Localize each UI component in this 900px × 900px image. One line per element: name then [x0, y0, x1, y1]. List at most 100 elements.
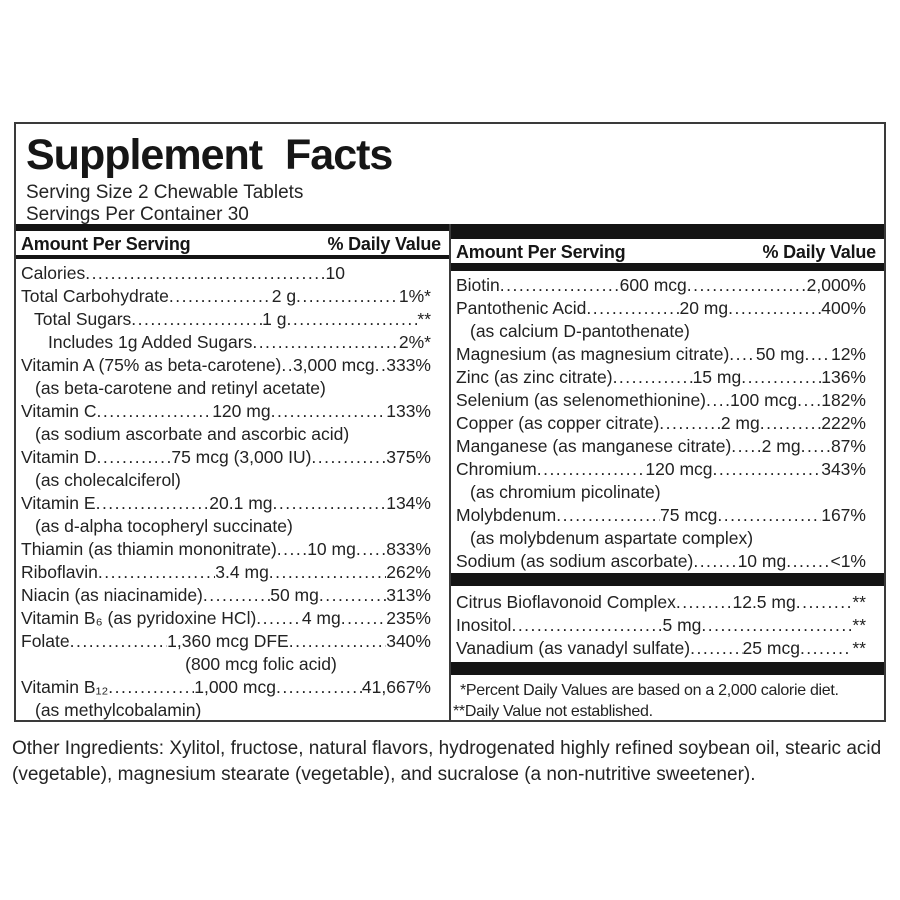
dot-leader	[276, 676, 362, 699]
separator-bar	[16, 224, 449, 232]
nutrient-amount: 2 mg	[761, 436, 801, 456]
nutrient-dv: 262%	[386, 562, 431, 582]
dot-leader	[289, 630, 387, 653]
nutrient-row: Riboflavin 3.4 mg 262%	[21, 561, 431, 584]
nutrient-row: Sodium (as sodium ascorbate) 10 mg <1%	[456, 550, 866, 573]
dot-leader	[676, 591, 733, 614]
column-header-row: Amount Per Serving % Daily Value	[16, 231, 449, 255]
nutrient-row: Vitamin D 75 mcg (3,000 IU) 375%	[21, 446, 431, 469]
nutrient-dv: 182%	[821, 390, 866, 410]
nutrient-name: Sodium (as sodium ascorbate)	[456, 551, 694, 571]
nutrient-name: Total Sugars	[34, 309, 132, 329]
nutrient-row: Copper (as copper citrate) 2 mg 222%	[456, 412, 866, 435]
nutrient-row: Total Sugars 1 g **	[21, 308, 431, 331]
nutrient-name: Copper (as copper citrate)	[456, 413, 660, 433]
nutrient-row: Vitamin E 20.1 mg 134%	[21, 492, 431, 515]
facts-column-left: Amount Per Serving % Daily Value Calorie…	[16, 224, 451, 722]
nutrient-amount: 1,000 mcg	[194, 677, 276, 697]
dot-leader	[375, 354, 387, 377]
nutrient-name: Vitamin E	[21, 493, 96, 513]
nutrient-dv: 222%	[821, 413, 866, 433]
separator-bar	[451, 263, 884, 271]
nutrient-row: Folate 1,360 mcg DFE 340%	[21, 630, 431, 653]
nutrient-row: Vanadium (as vanadyl sulfate) 25 mcg **	[456, 637, 866, 660]
nutrient-row: Citrus Bioflavonoid Complex 12.5 mg **	[456, 591, 866, 614]
nutrient-row: Pantothenic Acid 20 mg 400%	[456, 297, 866, 320]
nutrient-name: Zinc (as zinc citrate)	[456, 367, 613, 387]
nutrient-name: Selenium (as selenomethionine)	[456, 390, 706, 410]
supplement-facts-panel: Supplement Facts Serving Size 2 Chewable…	[14, 122, 886, 722]
nutrient-row: Vitamin B₆ (as pyridoxine HCl) 4 mg 235%	[21, 607, 431, 630]
dot-leader	[760, 412, 822, 435]
nutrient-dv: 167%	[821, 505, 866, 525]
nutrient-amount: 1,360 mcg DFE	[167, 631, 289, 651]
nutrient-name: Niacin (as niacinamide)	[21, 585, 203, 605]
nutrient-amount: 120 mg	[212, 401, 271, 421]
nutrient-row: Niacin (as niacinamide) 50 mg 313%	[21, 584, 431, 607]
nutrient-amount: 100 mcg	[730, 390, 798, 410]
nutrient-dv: 375%	[386, 447, 431, 467]
supplement-facts-title: Supplement Facts	[26, 131, 393, 179]
nutrient-amount: 25 mcg	[742, 638, 800, 658]
dot-leader	[800, 637, 852, 660]
nutrient-amount: 120 mcg	[645, 459, 713, 479]
nutrient-row: Biotin 600 mcg 2,000%	[456, 274, 866, 297]
dot-leader	[796, 591, 853, 614]
dot-leader	[131, 308, 262, 331]
nutrient-dv: 2,000%	[806, 275, 866, 295]
separator-bar	[451, 573, 884, 586]
dot-leader	[500, 274, 620, 297]
dot-leader	[319, 584, 386, 607]
dot-leader	[311, 446, 386, 469]
nutrient-rows-left: Calories 10 Total Carbohydrate 2 g 1%* Tota…	[16, 259, 449, 722]
nutrient-row: Selenium (as selenomethionine) 100 mcg 182…	[456, 389, 866, 412]
nutrient-dv: 12%	[830, 344, 866, 364]
nutrient-name: Vitamin D	[21, 447, 97, 467]
serving-size: Serving Size 2 Chewable Tablets	[26, 182, 304, 203]
nutrient-row: Vitamin B₁₂ 1,000 mcg 41,667%	[21, 676, 431, 699]
nutrient-dv: 343%	[821, 459, 866, 479]
nutrient-name: Thiamin (as thiamin mononitrate)	[21, 539, 277, 559]
dot-leader	[281, 354, 293, 377]
nutrient-dv: **	[852, 592, 866, 612]
nutrient-dv: 833%	[386, 539, 431, 559]
nutrient-amount: 1 g	[262, 309, 287, 329]
nutrient-row: Chromium 120 mcg 343%	[456, 458, 866, 481]
nutrient-amount: 20.1 mg	[209, 493, 273, 513]
separator-bar	[16, 255, 449, 259]
dot-leader	[786, 550, 830, 573]
nutrient-dv: **	[417, 309, 432, 329]
nutrient-subnote: (as chromium picolinate)	[470, 482, 661, 502]
nutrient-name: Calories	[21, 263, 86, 283]
nutrient-dv: **	[852, 638, 866, 658]
nutrient-row: Vitamin A (75% as beta-carotene) 3,000 mc…	[21, 354, 431, 377]
dot-leader	[96, 492, 210, 515]
nutrient-row: Includes 1g Added Sugars 2%*	[21, 331, 431, 354]
dot-leader	[98, 561, 215, 584]
nutrient-amount: 50 mg	[270, 585, 319, 605]
dot-leader	[701, 614, 852, 637]
nutrient-amount: 15 mg	[692, 367, 742, 387]
nutrient-name: Citrus Bioflavonoid Complex	[456, 592, 676, 612]
nutrient-amount: 10 mg	[737, 551, 787, 571]
nutrient-name: Chromium	[456, 459, 537, 479]
nutrient-name: Manganese (as manganese citrate)	[456, 436, 732, 456]
nutrient-amount: 2 mg	[720, 413, 760, 433]
nutrient-dv: 87%	[830, 436, 866, 456]
nutrient-dv: 400%	[821, 298, 866, 318]
nutrient-subnote: (as methylcobalamin)	[35, 700, 202, 720]
dot-leader	[269, 561, 386, 584]
servings-per-container: Servings Per Container 30	[26, 204, 249, 225]
nutrient-amount: 75 mcg (3,000 IU)	[171, 447, 312, 467]
other-ingredients: Other Ingredients: Xylitol, fructose, na…	[12, 738, 882, 785]
footnotes: *Percent Daily Values are based on a 2,0…	[451, 680, 884, 722]
nutrient-amount: 10	[325, 263, 345, 283]
dot-leader	[511, 614, 662, 637]
nutrient-row: Calories 10	[21, 262, 431, 285]
nutrient-name: Vitamin B₆ (as pyridoxine HCl)	[21, 608, 257, 628]
nutrient-name: Vitamin C	[21, 401, 97, 421]
nutrient-name: Pantothenic Acid	[456, 298, 587, 318]
nutrient-name: Magnesium (as magnesium citrate)	[456, 344, 730, 364]
amount-header: Amount Per Serving	[456, 242, 626, 263]
